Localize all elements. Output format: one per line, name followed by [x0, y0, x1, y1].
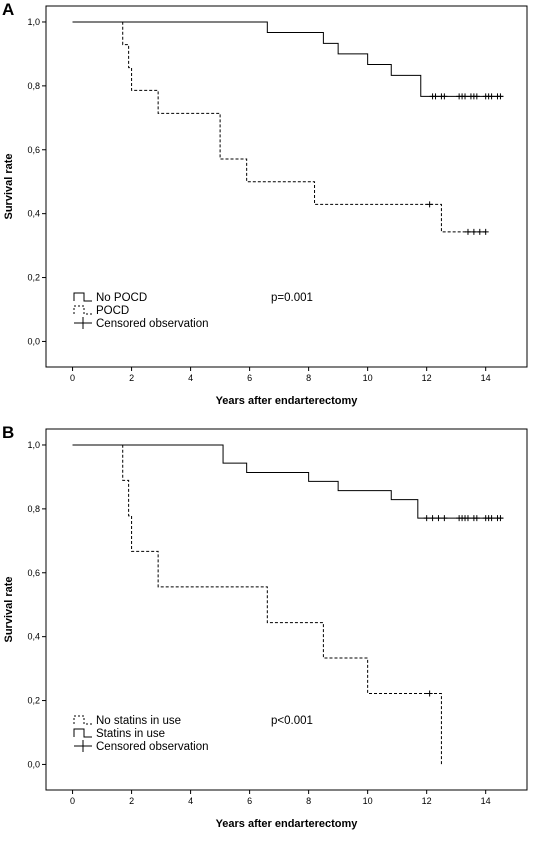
legend-item: Censored observation — [74, 740, 209, 753]
x-tick-label: 8 — [306, 796, 311, 806]
y-tick-label: 0,4 — [27, 209, 40, 219]
legend-item: No POCD — [73, 292, 147, 304]
y-tick-label: 0,0 — [27, 759, 40, 769]
legend-label: POCD — [96, 305, 129, 317]
x-tick-label: 4 — [188, 373, 193, 383]
series-statins-in-use — [72, 444, 504, 522]
censored-mark — [464, 515, 471, 522]
plot-frame — [45, 428, 528, 791]
censored-mark — [423, 515, 430, 522]
censored-mark — [435, 515, 442, 522]
panel-label: B — [2, 423, 15, 442]
censored-mark — [462, 93, 469, 100]
censored-mark — [497, 515, 504, 522]
legend-swatch — [73, 305, 92, 315]
x-axis-title: Years after endarterectomy — [216, 818, 359, 830]
plot-frame — [45, 5, 528, 368]
x-tick-label: 2 — [129, 373, 134, 383]
legend-swatch — [74, 317, 92, 329]
x-tick-label: 6 — [247, 796, 252, 806]
series-pocd — [72, 21, 489, 235]
legend-item: Statins in use — [73, 728, 165, 740]
panel-a: A 0,0 0,2 0,4 0,6 0,8 1,0 0 2 4 6 8 10 12 14 Years aft… — [2, 0, 528, 407]
legend-item: Censored observation — [74, 317, 209, 330]
legend-swatch — [73, 728, 92, 738]
x-tick-label: 0 — [70, 796, 75, 806]
panel-b: B 0,0 0,2 0,4 0,6 0,8 1,0 0 2 4 6 8 10 12 14 Years aft… — [0, 423, 536, 846]
censored-mark — [432, 93, 439, 100]
censored-mark — [441, 515, 448, 522]
x-tick-label: 14 — [481, 796, 491, 806]
p-value-annotation: p=0.001 — [271, 292, 313, 304]
censored-mark — [476, 228, 483, 235]
censored-mark — [426, 201, 433, 208]
y-axis-title: Survival rate — [3, 153, 15, 219]
series-no-pocd — [72, 21, 504, 100]
x-tick-label: 14 — [481, 373, 491, 383]
y-tick-label: 0,0 — [27, 336, 40, 346]
censored-mark — [488, 93, 495, 100]
legend-swatch — [73, 715, 92, 725]
panel-label: A — [2, 0, 15, 19]
x-tick-label: 10 — [363, 796, 373, 806]
censored-mark — [482, 228, 489, 235]
km-chart-a: 0,0 0,2 0,4 0,6 0,8 1,0 0 2 4 6 8 10 12 14 Years after… — [3, 5, 528, 407]
y-tick-label: 0,8 — [27, 81, 40, 91]
censored-mark — [488, 515, 495, 522]
censored-mark — [497, 93, 504, 100]
censored-mark — [464, 228, 471, 235]
km-chart-b: 0,0 0,2 0,4 0,6 0,8 1,0 0 2 4 6 8 10 12 14 Years after… — [3, 428, 528, 830]
censored-mark — [426, 690, 433, 697]
legend-label: No POCD — [96, 292, 147, 304]
y-tick-label: 0,2 — [27, 696, 40, 706]
p-value-annotation: p<0.001 — [271, 715, 313, 727]
y-tick-label: 0,8 — [27, 504, 40, 514]
legend-label: No statins in use — [96, 715, 181, 727]
y-tick-label: 0,2 — [27, 273, 40, 283]
y-axis-title: Survival rate — [3, 576, 15, 642]
x-tick-label: 6 — [247, 373, 252, 383]
x-tick-label: 0 — [70, 373, 75, 383]
survival-curve — [72, 444, 442, 765]
y-tick-label: 0,6 — [27, 568, 40, 578]
x-tick-label: 4 — [188, 796, 193, 806]
x-tick-label: 12 — [422, 796, 432, 806]
y-tick-label: 0,4 — [27, 632, 40, 642]
x-tick-label: 12 — [422, 373, 432, 383]
x-tick-label: 8 — [306, 373, 311, 383]
legend-label: Censored observation — [96, 318, 209, 330]
legend-swatch — [74, 740, 92, 752]
survival-curve — [72, 21, 486, 233]
censored-mark — [441, 93, 448, 100]
legend-swatch — [73, 292, 92, 302]
y-tick-label: 1,0 — [27, 17, 40, 27]
survival-curve — [72, 21, 504, 97]
censored-mark — [470, 228, 477, 235]
x-axis-title: Years after endarterectomy — [216, 395, 359, 407]
legend-item: No statins in use — [73, 715, 181, 727]
censored-mark — [429, 515, 436, 522]
x-tick-label: 10 — [363, 373, 373, 383]
censored-mark — [473, 515, 480, 522]
legend-label: Censored observation — [96, 741, 209, 753]
y-tick-label: 1,0 — [27, 440, 40, 450]
series-no-statins-in-use — [72, 444, 442, 765]
censored-mark — [473, 93, 480, 100]
survival-curve — [72, 444, 504, 519]
legend-item: POCD — [73, 305, 129, 317]
legend-label: Statins in use — [96, 728, 165, 740]
y-tick-label: 0,6 — [27, 145, 40, 155]
x-tick-label: 2 — [129, 796, 134, 806]
